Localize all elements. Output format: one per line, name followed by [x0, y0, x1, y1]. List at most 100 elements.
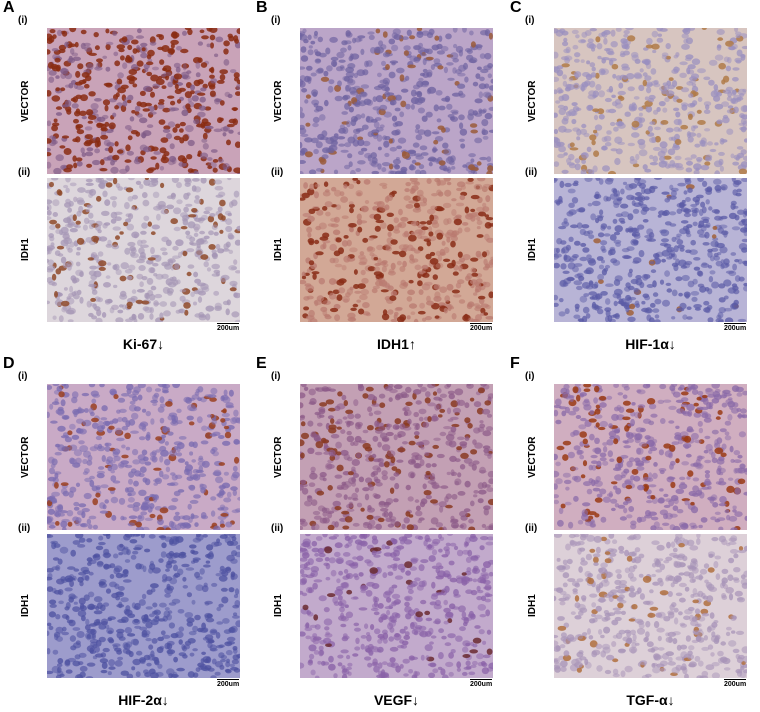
nucleus — [126, 223, 134, 231]
nucleus — [468, 212, 478, 218]
nucleus — [116, 649, 122, 655]
nucleus — [80, 566, 89, 573]
stained-nucleus — [114, 141, 119, 147]
nucleus — [476, 226, 481, 230]
nucleus — [412, 142, 420, 148]
stained-nucleus — [200, 62, 208, 68]
nucleus — [410, 622, 415, 630]
nucleus — [334, 263, 343, 268]
nucleus — [589, 28, 597, 32]
nucleus — [214, 98, 221, 102]
nucleus — [426, 208, 436, 215]
nucleus — [719, 165, 724, 172]
nucleus — [130, 252, 139, 259]
stained-nucleus — [408, 514, 414, 518]
nucleus — [88, 283, 97, 288]
nucleus — [222, 132, 227, 137]
nucleus — [192, 648, 198, 652]
nucleus — [221, 394, 229, 401]
nucleus — [75, 251, 81, 256]
nucleus — [477, 178, 486, 182]
nucleus — [343, 298, 349, 303]
nucleus — [649, 154, 654, 160]
stained-nucleus — [84, 134, 93, 140]
stained-nucleus — [209, 74, 215, 79]
nucleus — [303, 386, 309, 391]
nucleus — [148, 534, 156, 539]
nucleus — [455, 214, 462, 219]
nucleus — [375, 482, 383, 487]
stained-nucleus — [476, 161, 482, 166]
nucleus — [174, 524, 182, 530]
nucleus — [573, 280, 583, 286]
nucleus — [681, 43, 690, 50]
nucleus — [132, 638, 139, 646]
nucleus — [222, 248, 230, 252]
nucleus — [129, 400, 136, 405]
nucleus — [740, 105, 747, 113]
nucleus — [154, 615, 160, 620]
nucleus — [697, 97, 703, 102]
nucleus — [112, 643, 121, 647]
nucleus — [723, 279, 732, 287]
nucleus — [81, 152, 86, 157]
nucleus — [375, 95, 384, 103]
stained-nucleus — [104, 105, 109, 112]
nucleus — [121, 425, 129, 431]
nucleus — [73, 449, 82, 457]
nucleus — [445, 232, 453, 239]
nucleus — [341, 111, 348, 115]
nucleus — [428, 555, 436, 562]
nucleus — [666, 127, 674, 133]
nucleus — [205, 560, 211, 564]
nucleus — [329, 136, 338, 142]
nucleus — [556, 69, 564, 77]
nucleus — [561, 221, 570, 227]
nucleus — [104, 499, 109, 504]
nucleus — [478, 91, 483, 99]
nucleus — [371, 288, 378, 294]
nucleus — [170, 536, 179, 540]
nucleus — [107, 637, 114, 643]
nucleus — [479, 53, 486, 59]
nucleus — [406, 29, 412, 36]
nucleus — [92, 644, 98, 649]
nucleus — [95, 317, 103, 322]
stained-nucleus — [377, 517, 385, 523]
nucleus — [733, 106, 739, 114]
nucleus — [150, 267, 156, 274]
nucleus — [443, 607, 451, 613]
nucleus — [595, 84, 602, 91]
nucleus — [370, 624, 375, 630]
nucleus — [170, 265, 175, 271]
nucleus — [373, 201, 382, 205]
nucleus — [686, 67, 691, 75]
stained-nucleus — [150, 231, 156, 236]
nucleus — [483, 281, 491, 288]
nucleus — [159, 455, 164, 463]
nucleus — [397, 431, 406, 438]
nucleus — [456, 181, 466, 188]
stained-nucleus — [55, 268, 62, 275]
nucleus — [91, 289, 98, 295]
nucleus — [560, 248, 566, 254]
nucleus — [135, 534, 141, 537]
nucleus — [656, 28, 664, 32]
nucleus — [606, 48, 614, 55]
stained-nucleus — [468, 526, 476, 530]
stained-nucleus — [360, 507, 365, 512]
nucleus — [308, 169, 317, 174]
nucleus — [481, 186, 488, 193]
nucleus — [425, 111, 433, 118]
stained-nucleus — [58, 391, 65, 398]
nucleus — [685, 54, 694, 60]
nucleus — [54, 443, 61, 448]
stained-nucleus — [401, 151, 410, 159]
nucleus — [188, 484, 196, 490]
nucleus — [88, 223, 94, 230]
nucleus — [87, 454, 93, 462]
nucleus — [415, 124, 421, 130]
nucleus — [381, 167, 387, 173]
stained-nucleus — [336, 426, 342, 430]
nucleus — [343, 569, 349, 574]
